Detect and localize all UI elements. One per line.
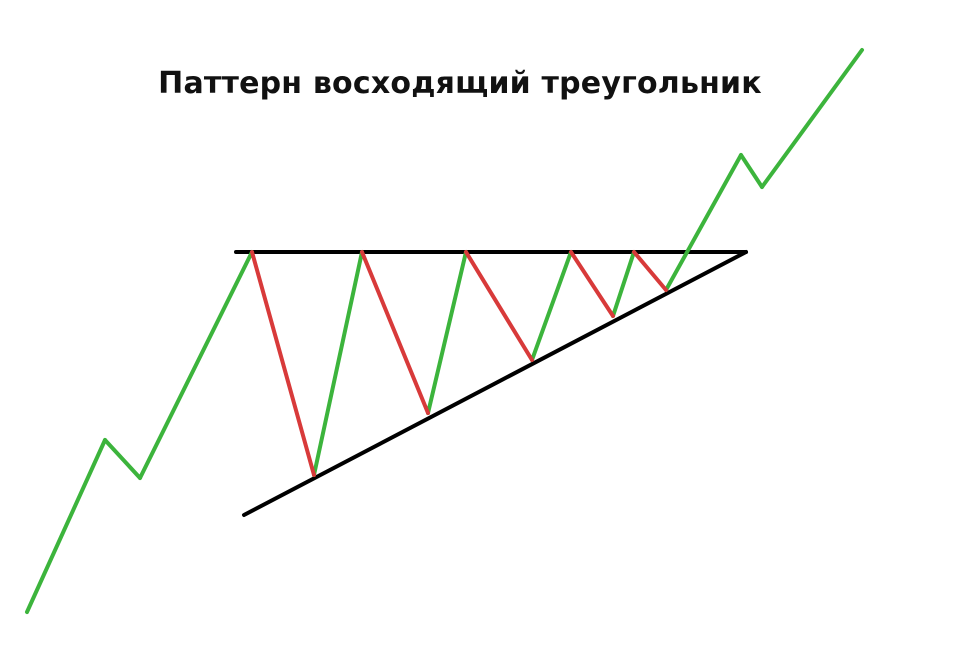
falling-segments (250, 250, 668, 477)
rising-segment-entry (25, 438, 107, 614)
rising-segment-continuation (760, 48, 864, 189)
rising-segment-pullback-rise (138, 250, 254, 480)
falling-segment (360, 250, 430, 415)
support-line (242, 250, 748, 517)
minor-dip-before (103, 438, 142, 480)
falling-segment (632, 250, 668, 292)
falling-segment (569, 250, 615, 318)
rising-segment-breakout (664, 153, 743, 292)
minor-dips (103, 153, 764, 480)
rising-segment (530, 250, 573, 362)
rising-segments (25, 48, 864, 614)
diagram-title: Паттерн восходящий треугольник (158, 66, 762, 101)
rising-segment (312, 250, 364, 477)
rising-segment (426, 250, 468, 415)
rising-segment (611, 250, 636, 318)
minor-dip-after (739, 153, 764, 189)
falling-segment (464, 250, 534, 362)
falling-segment (250, 250, 316, 477)
